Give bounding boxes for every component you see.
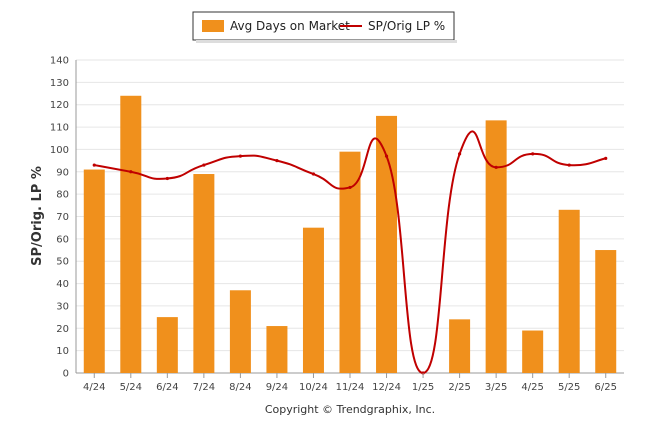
- sp-orig-lp-line: [94, 130, 606, 375]
- y-axis-ticks: 0 10 20 30 40 50 60 70 80 90 100 110 120 130 140: [50, 56, 69, 380]
- line-series: [92, 130, 608, 375]
- bar-6-24: [156, 317, 178, 373]
- x-tick-label: 9/24: [266, 382, 288, 393]
- bar-series: [83, 95, 617, 374]
- line-point-10-24: [311, 172, 316, 176]
- line-point-12-24: [384, 154, 389, 158]
- line-point-7-24: [202, 163, 206, 167]
- x-tick-label: 5/24: [120, 382, 142, 393]
- bar-6-25: [595, 250, 617, 373]
- line-point-9-24: [275, 159, 279, 163]
- bar-5-24: [120, 95, 142, 374]
- legend-label-line: SP/Orig LP %: [368, 19, 445, 33]
- line-point-8-24: [238, 154, 242, 158]
- y-tick-label: 30: [56, 301, 69, 312]
- legend: Avg Days on Market SP/Orig LP %: [192, 11, 457, 43]
- y-tick-label: 20: [56, 324, 69, 335]
- bar-4-25: [522, 330, 544, 373]
- line-point-3-25: [494, 165, 498, 169]
- bar-2-25: [449, 319, 471, 373]
- y-tick-label: 90: [56, 167, 69, 178]
- bar-4-24: [83, 169, 105, 373]
- y-tick-label: 40: [56, 279, 69, 290]
- x-tick-label: 5/25: [558, 382, 580, 393]
- bar-12-24: [376, 115, 398, 374]
- y-tick-label: 130: [50, 78, 69, 89]
- bar-11-24: [339, 151, 361, 373]
- bar-5-25: [558, 209, 580, 373]
- x-tick-label: 8/24: [229, 382, 251, 393]
- y-tick-label: 140: [50, 56, 69, 67]
- line-point-11-24: [348, 185, 352, 190]
- x-tick-label: 4/24: [83, 382, 105, 393]
- copyright-footer: Copyright © Trendgraphix, Inc.: [265, 403, 435, 416]
- x-tick-label: 12/24: [372, 382, 401, 393]
- bar-8-24: [229, 290, 251, 373]
- y-tick-label: 50: [56, 257, 69, 268]
- y-tick-label: 80: [56, 190, 69, 201]
- legend-box: [192, 11, 455, 41]
- y-tick-label: 100: [50, 145, 69, 156]
- bar-7-24: [193, 174, 215, 373]
- line-point-5-25: [567, 163, 571, 167]
- x-tick-label: 4/25: [521, 382, 543, 393]
- y-axis-title: SP/Orig. LP %: [30, 166, 45, 266]
- x-tick-label: 1/25: [412, 382, 434, 393]
- line-point-5-24: [129, 170, 133, 174]
- line-point-4-24: [92, 163, 96, 167]
- y-tick-label: 70: [56, 212, 69, 223]
- bar-10-24: [302, 227, 324, 373]
- x-tick-label: 3/25: [485, 382, 507, 393]
- x-tick-label: 2/25: [448, 382, 470, 393]
- y-tick-label: 110: [50, 123, 69, 134]
- x-tick-label: 6/24: [156, 382, 178, 393]
- bar-9-24: [266, 326, 288, 373]
- legend-label-bar: Avg Days on Market: [230, 19, 350, 33]
- x-tick-label: 10/24: [299, 382, 328, 393]
- x-tick-label: 7/24: [193, 382, 215, 393]
- legend-shadow: [196, 40, 457, 43]
- x-tick-label: 6/25: [594, 382, 616, 393]
- legend-swatch-bar: [202, 20, 224, 32]
- bar-3-25: [485, 120, 507, 373]
- y-tick-label: 120: [50, 100, 69, 111]
- line-point-4-25: [531, 152, 535, 156]
- x-axis-ticks: 4/24 5/24 6/24 7/24 8/24 9/24 10/24 11/24 12/24 1…: [83, 373, 617, 393]
- y-tick-label: 10: [56, 346, 69, 357]
- y-tick-label: 0: [63, 369, 69, 380]
- y-tick-label: 60: [56, 234, 69, 245]
- line-point-6-25: [604, 156, 608, 160]
- x-tick-label: 11/24: [336, 382, 365, 393]
- line-point-6-24: [165, 176, 169, 181]
- line-point-2-25: [458, 152, 462, 156]
